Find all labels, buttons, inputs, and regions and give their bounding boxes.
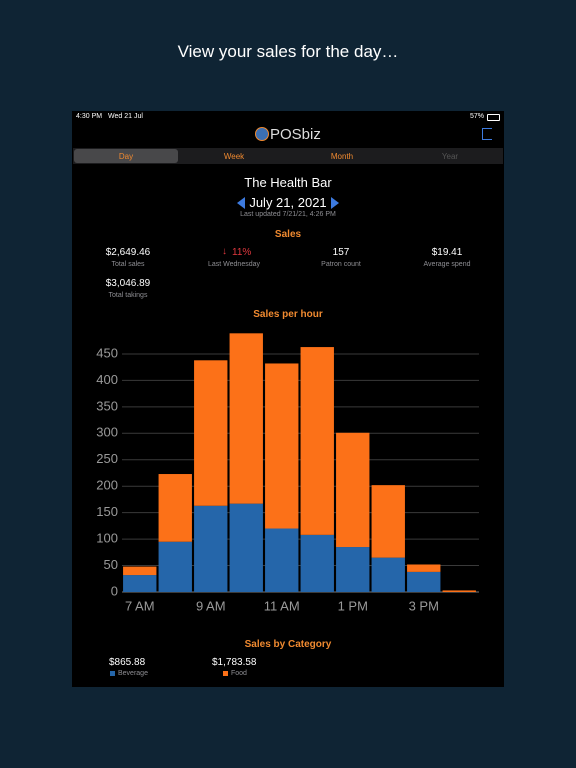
bar-segment bbox=[371, 557, 405, 592]
stat-value: 11% bbox=[232, 247, 252, 258]
section-title: Sales bbox=[274, 229, 302, 240]
y-tick-label: 0 bbox=[111, 583, 118, 598]
y-tick-label: 100 bbox=[96, 531, 118, 546]
bar-segment bbox=[442, 590, 476, 592]
bar-segment bbox=[194, 360, 228, 506]
bar-segment bbox=[336, 547, 370, 592]
last-updated: Last updated 7/21/21, 4:26 PM bbox=[240, 211, 336, 218]
x-tick-label: 1 PM bbox=[338, 598, 368, 613]
tab[interactable]: Week bbox=[223, 152, 245, 161]
legend-label: Beverage bbox=[118, 670, 148, 677]
stat-value: $3,046.89 bbox=[105, 278, 151, 289]
y-tick-label: 400 bbox=[96, 372, 118, 387]
stat-label: Total sales bbox=[111, 261, 145, 268]
y-tick-label: 200 bbox=[96, 478, 118, 493]
y-tick-label: 50 bbox=[104, 557, 118, 572]
category-value: $1,783.58 bbox=[212, 657, 257, 668]
bar-segment bbox=[123, 575, 157, 592]
venue: The Health Bar bbox=[244, 175, 332, 190]
bar-segment bbox=[229, 503, 263, 592]
bar-segment bbox=[194, 505, 228, 592]
logo: POSbiz bbox=[270, 126, 321, 143]
chart: 0 50 100 150 200 250 300 350 400 450 7 AM 9 AM 11 AM… bbox=[96, 333, 479, 613]
x-tick-label: 11 AM bbox=[264, 598, 300, 613]
prev-day[interactable] bbox=[237, 197, 245, 209]
tab-selected bbox=[74, 149, 178, 163]
stat-value: $2,649.46 bbox=[105, 247, 151, 258]
status-date: Wed 21 Jul bbox=[108, 113, 143, 120]
tab[interactable]: Year bbox=[441, 152, 459, 161]
tab[interactable]: Month bbox=[330, 152, 354, 161]
bar-segment bbox=[123, 566, 157, 576]
bar-segment bbox=[407, 564, 441, 572]
x-tick-label: 9 AM bbox=[196, 598, 226, 613]
stat-value: 157 bbox=[332, 247, 350, 258]
bar-segment bbox=[229, 333, 263, 504]
bar-segment bbox=[407, 571, 441, 592]
bar-segment bbox=[158, 541, 192, 592]
y-tick-label: 250 bbox=[96, 451, 118, 466]
section-title: Sales by Category bbox=[244, 639, 332, 650]
x-tick-label: 3 PM bbox=[409, 598, 439, 613]
y-tick-label: 300 bbox=[96, 425, 118, 440]
category-value: $865.88 bbox=[109, 657, 146, 668]
y-tick-label: 150 bbox=[96, 504, 118, 519]
chart-title: Sales per hour bbox=[253, 309, 323, 320]
bar-segment bbox=[265, 528, 299, 592]
logo-icon bbox=[255, 127, 269, 141]
tab[interactable]: Day bbox=[118, 152, 134, 161]
down-arrow: ↓ bbox=[222, 246, 227, 257]
legend-label: Food bbox=[231, 670, 247, 677]
bar-segment bbox=[336, 432, 370, 548]
date: July 21, 2021 bbox=[249, 195, 327, 210]
x-tick-label: 7 AM bbox=[125, 598, 155, 613]
stat-label: Last Wednesday bbox=[207, 261, 261, 268]
bar-segment bbox=[371, 485, 405, 558]
y-tick-label: 350 bbox=[96, 398, 118, 413]
bar-segment bbox=[300, 534, 334, 592]
y-tick-label: 450 bbox=[96, 345, 118, 360]
stat-label: Average spend bbox=[423, 261, 471, 268]
battery-icon bbox=[487, 114, 500, 121]
legend-swatch bbox=[110, 671, 115, 676]
bar-segment bbox=[158, 474, 192, 542]
next-day[interactable] bbox=[331, 197, 339, 209]
battery-level: 57% bbox=[469, 113, 484, 120]
stat-label: Patron count bbox=[321, 261, 361, 268]
status-time: 4:30 PM bbox=[76, 113, 103, 120]
bar-segment bbox=[300, 347, 334, 535]
tab-bar bbox=[73, 148, 503, 164]
stat-label: Total takings bbox=[108, 292, 148, 299]
legend-swatch bbox=[223, 671, 228, 676]
bar-segment bbox=[265, 363, 299, 529]
caption: View your sales for the day… bbox=[177, 42, 399, 61]
logout-button[interactable] bbox=[482, 128, 492, 140]
stat-value: $19.41 bbox=[431, 247, 463, 258]
